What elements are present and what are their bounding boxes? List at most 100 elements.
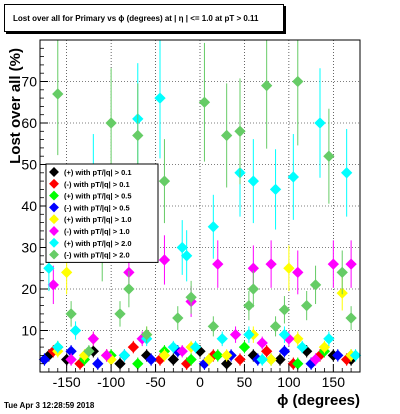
data-point <box>278 328 291 341</box>
axes-layer: -150 -100 -50 0 50 100 150 10 20 30 40 50 60 70 <box>21 39 361 390</box>
data-point <box>65 308 77 320</box>
legend-label: (-) with pT/|q| > 0.1 <box>64 180 130 189</box>
data-point <box>309 353 322 366</box>
data-point <box>278 304 291 316</box>
data-point <box>207 320 219 333</box>
data-point <box>261 345 273 357</box>
data-point <box>323 150 335 162</box>
data-point <box>221 349 233 362</box>
data-point <box>145 353 157 366</box>
data-point <box>349 349 362 362</box>
data-point <box>61 266 73 279</box>
y-axis-label: Lost over all (%) <box>7 48 24 164</box>
data-point <box>158 349 171 362</box>
data-point <box>216 333 228 345</box>
data-point <box>323 333 335 345</box>
legend-marker <box>49 226 59 236</box>
data-point <box>181 250 193 262</box>
legend-marker <box>49 202 59 213</box>
data-point <box>132 358 144 370</box>
x-tick-label: 150 <box>322 374 346 390</box>
data-point <box>345 312 357 324</box>
data-point <box>314 117 326 129</box>
data-point <box>292 333 304 345</box>
data-point <box>332 349 344 362</box>
data-point <box>247 349 259 362</box>
data-point <box>167 341 179 353</box>
timestamp: Tue Apr 3 12:28:59 2018 <box>4 401 95 410</box>
y-tick-label: 70 <box>21 74 37 90</box>
data-point <box>185 291 197 303</box>
data-point <box>256 337 268 349</box>
data-point <box>132 129 144 142</box>
data-point <box>154 92 166 104</box>
data-point <box>318 341 331 353</box>
data-point <box>167 353 179 366</box>
data-point <box>38 353 51 366</box>
legend-layer: (+) with pT/|q| > 0.1 (-) with pT/|q| > 0… <box>45 163 159 263</box>
data-point <box>221 358 233 370</box>
legend-label: (-) with pT/|q| > 0.5 <box>64 203 130 212</box>
data-point <box>189 341 202 353</box>
data-point <box>234 125 246 137</box>
data-point <box>256 353 268 366</box>
data-point <box>243 328 255 341</box>
data-point <box>287 171 299 183</box>
grid-layer <box>40 40 360 372</box>
x-tick-label: -50 <box>145 374 165 390</box>
legend-label: (+) with pT/|q| > 0.5 <box>64 192 132 201</box>
legend-label: (-) with pT/|q| > 2.0 <box>64 251 130 260</box>
data-point <box>269 183 282 196</box>
data-point <box>292 266 304 279</box>
data-point <box>43 262 55 274</box>
data-point <box>92 358 104 370</box>
data-point <box>278 345 291 357</box>
data-point <box>283 262 295 274</box>
data-point <box>172 312 184 324</box>
legend-marker <box>49 190 59 201</box>
data-point <box>309 279 322 291</box>
legend-label: (+) with pT/|q| > 0.1 <box>64 168 132 177</box>
y-tick-label: 10 <box>21 323 37 339</box>
x-axis-label: ϕ (degrees) <box>277 392 360 409</box>
data-point <box>269 320 282 333</box>
legend-label: (-) with pT/|q| > 1.0 <box>64 227 130 236</box>
data-point <box>52 88 64 100</box>
data-point <box>47 279 59 291</box>
x-tick-label: -100 <box>97 374 125 390</box>
data-point <box>198 96 211 108</box>
data-point <box>229 328 242 341</box>
data-point <box>221 129 233 142</box>
legend-box <box>45 163 159 263</box>
data-point <box>247 175 259 187</box>
legend-marker <box>49 214 59 225</box>
data-point <box>247 262 259 274</box>
data-point <box>127 341 139 353</box>
data-point <box>238 341 251 353</box>
data-point <box>87 333 99 345</box>
x-tick-label: 0 <box>196 374 204 390</box>
data-point <box>301 299 313 312</box>
y-tick-label: 50 <box>21 157 37 173</box>
data-point <box>341 167 353 179</box>
data-point <box>203 353 215 366</box>
data-point <box>296 341 308 353</box>
data-point <box>141 328 153 341</box>
data-point <box>212 258 224 270</box>
data-point <box>336 266 348 279</box>
data-point <box>105 117 117 129</box>
legend-marker <box>49 167 59 177</box>
x-tick-label: -150 <box>53 374 81 390</box>
data-point <box>176 241 188 254</box>
y-tick-label: 40 <box>21 198 37 214</box>
y-tick-label: 20 <box>21 281 37 297</box>
chart-title: Lost over all for Primary vs ϕ (degrees)… <box>4 4 284 32</box>
data-point <box>176 345 188 357</box>
data-point <box>265 258 277 270</box>
legend-marker <box>49 237 59 248</box>
y-tick-label: 60 <box>21 115 37 131</box>
data-point <box>212 349 224 362</box>
y-tick-label: 30 <box>21 240 37 256</box>
